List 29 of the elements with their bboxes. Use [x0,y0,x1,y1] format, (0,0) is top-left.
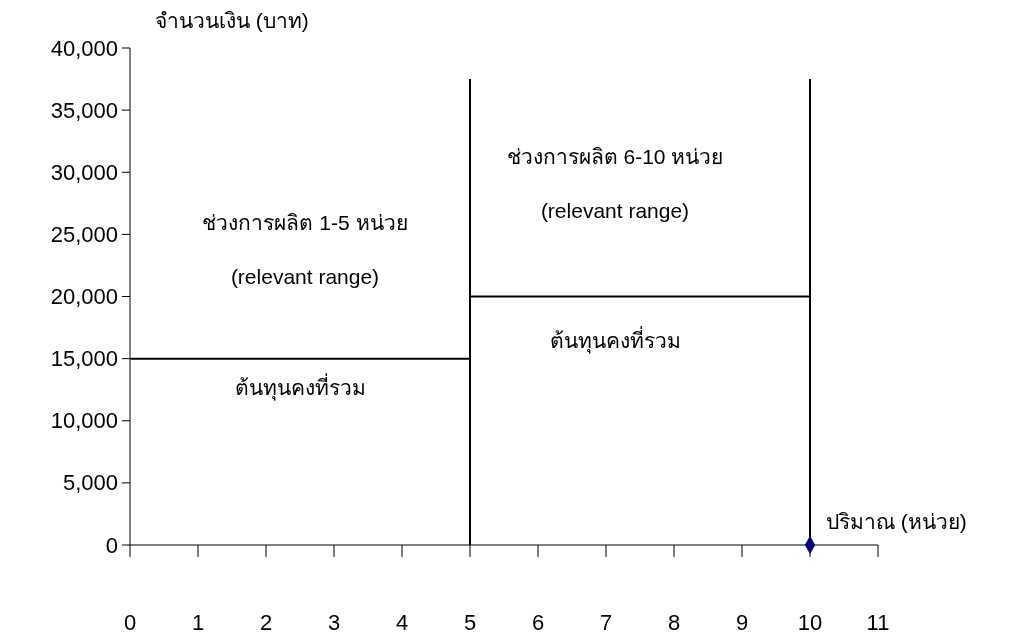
annotation: (relevant range) [540,198,690,222]
x-tick-label: 11 [866,609,890,635]
annotation: ต้นทุนคงที่รวม [234,372,366,401]
x-tick-label: 2 [259,609,273,635]
annotation: ช่วงการผลิต 6-10 หน่วย [506,144,724,168]
annotation: ต้นทุนคงที่รวม [549,325,681,354]
x-tick-label: 0 [123,609,137,635]
x-axis-title: ปริมาณ (หน่วย) [826,509,967,533]
y-tick-label: 0 [105,532,118,558]
x-tick-label: 6 [531,609,545,635]
y-tick-label: 40,000 [50,35,118,61]
x-tick-label: 8 [667,609,681,635]
annotation: (relevant range) [230,264,380,288]
x-tick-label: 5 [463,609,477,635]
x-tick-label: 9 [735,609,749,635]
x-tick-label: 7 [599,609,613,635]
x-tick-label: 1 [191,609,205,635]
y-tick-label: 5,000 [62,470,118,496]
y-tick-label: 35,000 [50,97,118,123]
x-tick-label: 4 [395,609,409,635]
y-tick-label: 20,000 [50,284,118,309]
y-tick-label: 30,000 [50,159,118,185]
y-tick-label: 15,000 [50,346,118,372]
y-axis-title: จำนวนเงิน (บาท) [155,8,309,32]
x-tick-label: 10 [797,609,823,635]
annotation: ช่วงการผลิต 1-5 หน่วย [202,210,408,234]
x-tick-label: 3 [327,609,341,635]
y-tick-label: 25,000 [50,221,118,247]
y-tick-label: 10,000 [50,408,118,434]
